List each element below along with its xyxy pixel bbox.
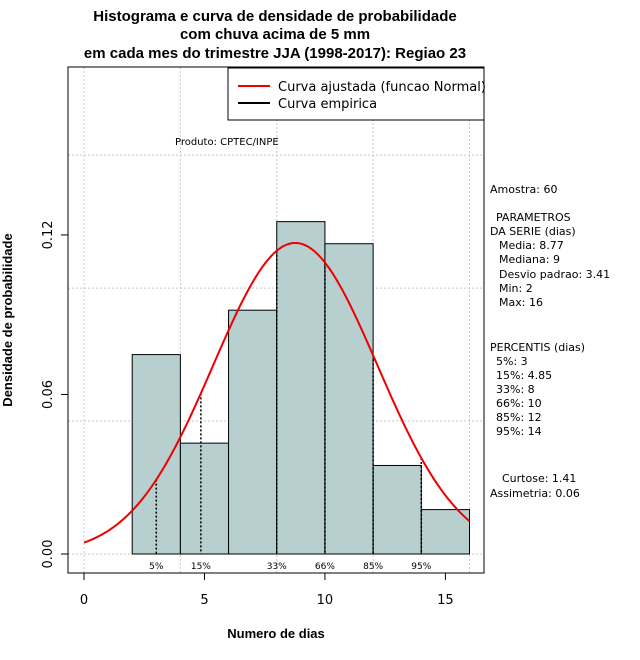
stats-panel: Amostra: 60 PARAMETROS DA SERIE (dias) M…: [490, 183, 610, 500]
chart-title-line-1: Histograma e curva de densidade de proba…: [93, 8, 456, 25]
histogram-bar: [179, 442, 230, 555]
stats-param: Media: 8.77: [499, 239, 564, 252]
stats-assimetria: Assimetria: 0.06: [490, 487, 580, 500]
legend-label-empirical: Curva empirica: [278, 97, 377, 112]
percentile-label: 66%: [315, 562, 335, 572]
x-tick-label: 15: [437, 593, 454, 608]
legend-box: [227, 67, 485, 121]
chart-title-line-2: com chuva acima de 5 mm: [180, 26, 370, 43]
histogram-bar: [324, 243, 374, 555]
stats-percentil: 33%: 8: [496, 383, 535, 396]
stats-percentil: 95%: 14: [496, 425, 542, 438]
stats-percentil: 15%: 4.85: [496, 369, 552, 382]
stats-percentis-heading: PERCENTIS (dias): [490, 341, 585, 354]
percentile-labels: 5% 15% 33% 66% 85% 95%: [149, 562, 432, 572]
stats-percentil: 5%: 3: [496, 355, 528, 368]
product-label: Produto: CPTEC/INPE: [175, 137, 279, 148]
y-tick-label: 0.12: [41, 220, 56, 249]
stats-sample: Amostra: 60: [490, 183, 557, 196]
chart-title-line-3: em cada mes do trimestre JJA (1998-2017)…: [84, 45, 466, 62]
y-axis: 0.00 0.06 0.12: [41, 220, 69, 569]
percentile-label: 15%: [191, 562, 211, 572]
x-tick-label: 10: [317, 593, 334, 608]
y-axis-title: Densidade de probabilidade: [0, 233, 15, 406]
stats-param: Mediana: 9: [499, 253, 560, 266]
histogram-bar: [372, 464, 422, 555]
x-axis: 0 5 10 15: [80, 572, 454, 608]
stats-params-heading-2: DA SERIE (dias): [490, 225, 576, 238]
stats-param: Max: 16: [499, 296, 543, 309]
stats-percentil: 85%: 12: [496, 411, 542, 424]
percentile-label: 85%: [363, 562, 383, 572]
stats-param: Desvio padrao: 3.41: [499, 268, 610, 281]
x-tick-label: 5: [200, 593, 208, 608]
x-tick-label: 0: [80, 593, 88, 608]
stats-curtose: Curtose: 1.41: [502, 472, 576, 485]
percentile-label: 95%: [411, 562, 431, 572]
percentile-label: 5%: [149, 562, 164, 572]
histogram-bar: [420, 509, 470, 555]
y-tick-label: 0.06: [41, 380, 56, 409]
stats-params-heading-1: PARAMETROS: [496, 211, 571, 224]
histogram-bar: [228, 309, 278, 555]
legend: Curva ajustada (funcao Normal) Curva emp…: [227, 67, 486, 121]
stats-param: Min: 2: [499, 282, 533, 295]
percentile-lines: [155, 250, 423, 554]
y-tick-label: 0.00: [41, 540, 56, 569]
x-axis-title: Numero de dias: [227, 626, 325, 641]
normal-curve-line: [83, 241, 471, 544]
histogram-bars: [131, 221, 470, 555]
legend-label-normal: Curva ajustada (funcao Normal): [278, 80, 486, 95]
stats-percentil: 66%: 10: [496, 397, 542, 410]
histogram-bar: [276, 221, 326, 555]
percentile-label: 33%: [267, 562, 287, 572]
